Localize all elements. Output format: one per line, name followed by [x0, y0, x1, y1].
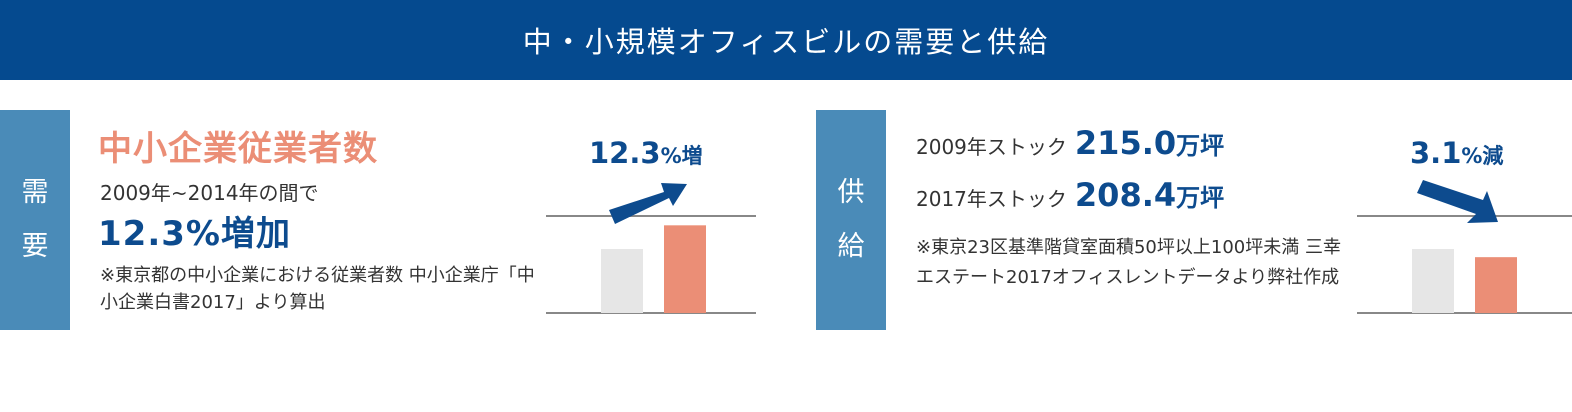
- supply-change-suffix: %減: [1461, 144, 1504, 168]
- stock-label: 2017年ストック: [916, 187, 1067, 211]
- bar-before: [1412, 249, 1454, 313]
- supply-change-label: 3.1 %減: [1410, 136, 1503, 170]
- supply-side-label: 供 給: [816, 110, 886, 330]
- supply-source-note: ※東京23区基準階貸室面積50坪以上100坪未満 三幸エステート2017オフィス…: [916, 237, 1341, 288]
- bar-before: [601, 249, 643, 313]
- trend-arrow-shape: [1417, 180, 1498, 223]
- trend-arrow-shape: [609, 183, 687, 224]
- demand-side-label: 需 要: [0, 110, 70, 330]
- demand-change-label: 12.3 %増: [589, 136, 703, 170]
- bar-after: [664, 225, 706, 313]
- page-header: 中・小規模オフィスビルの需要と供給: [0, 0, 1572, 80]
- demand-heading: 中小企業従業者数: [98, 129, 378, 169]
- bar-after: [1475, 257, 1517, 313]
- supply-bar-chart: [1357, 180, 1572, 314]
- stock-unit: 万坪: [1176, 132, 1225, 160]
- demand-bar-chart: [546, 183, 756, 314]
- stock-line-2009: 2009年ストック 215.0 万坪: [916, 124, 1224, 162]
- stock-line-2017: 2017年ストック 208.4 万坪: [916, 176, 1224, 214]
- trend-arrow-icon: [1417, 180, 1498, 223]
- demand-change-value: 12.3: [589, 136, 661, 170]
- demand-side-char-2: 要: [21, 231, 49, 262]
- stock-label: 2009年ストック: [916, 135, 1067, 159]
- demand-side-char-1: 需: [21, 177, 49, 208]
- stock-value: 215.0: [1074, 124, 1177, 162]
- demand-headline: 12.3%増加: [98, 214, 291, 254]
- demand-change-suffix: %増: [660, 144, 703, 168]
- stock-unit: 万坪: [1176, 184, 1225, 212]
- trend-arrow-icon: [609, 183, 687, 224]
- stock-value: 208.4: [1074, 176, 1177, 214]
- page-title: 中・小規模オフィスビルの需要と供給: [522, 25, 1050, 59]
- demand-source-note: ※東京都の中小企業における従業者数 中小企業庁「中小企業白書2017」より算出: [100, 265, 535, 313]
- supply-change-value: 3.1: [1410, 136, 1462, 170]
- supply-side-char-1: 供: [837, 177, 865, 208]
- supply-side-char-2: 給: [837, 231, 865, 262]
- demand-period-text: 2009年~2014年の間で: [100, 181, 319, 205]
